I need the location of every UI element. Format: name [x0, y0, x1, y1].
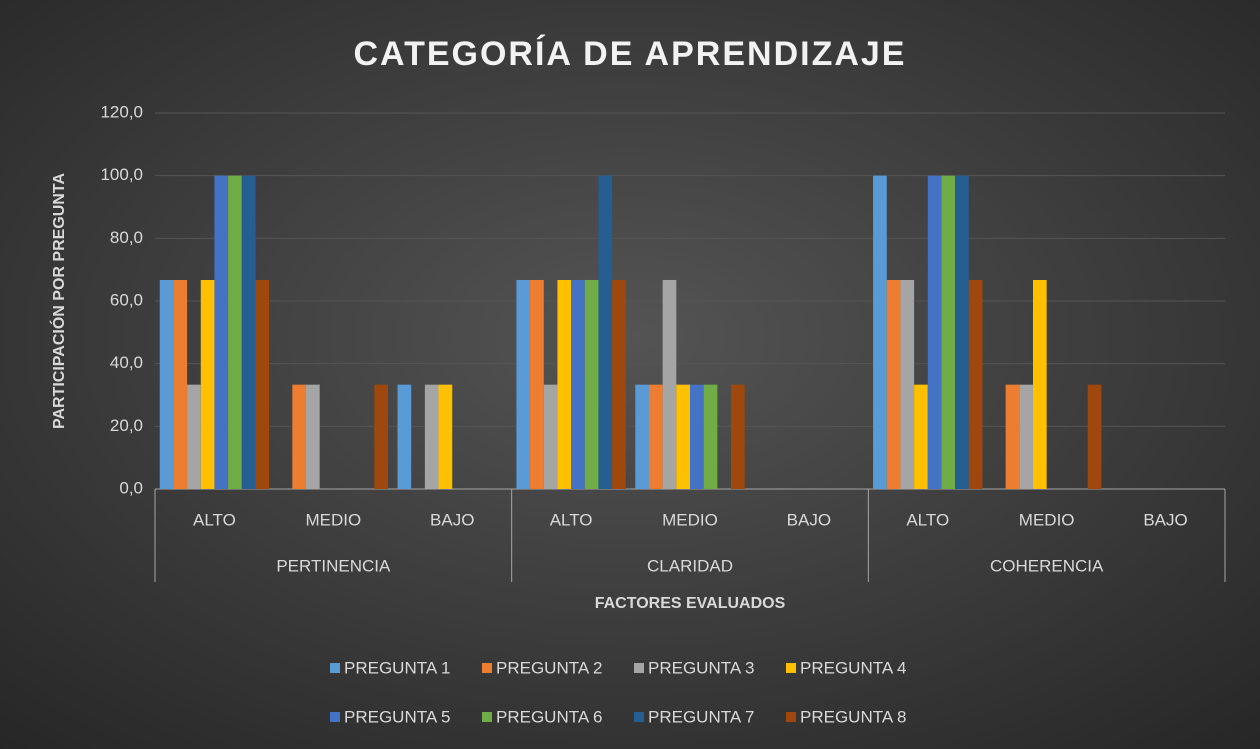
bar [584, 280, 599, 489]
group-label: COHERENCIA [990, 556, 1104, 575]
bar [955, 175, 969, 489]
bar [927, 175, 942, 489]
bar [241, 175, 256, 489]
bar [159, 280, 174, 489]
bar [648, 384, 663, 489]
legend-label: PREGUNTA 3 [648, 658, 754, 677]
bar [1087, 384, 1102, 489]
legend-label: PREGUNTA 2 [496, 658, 602, 677]
bar [516, 280, 531, 489]
bar [543, 384, 558, 489]
legend-swatch [330, 712, 340, 722]
y-axis-title: PARTICIPACIÓN POR PREGUNTA [49, 173, 68, 429]
y-tick-label: 20,0 [110, 416, 143, 435]
legend-label: PREGUNTA 1 [344, 658, 450, 677]
y-tick-label: 60,0 [110, 290, 143, 309]
legend-swatch [634, 663, 644, 673]
bar [612, 280, 626, 489]
bar [1032, 280, 1047, 489]
legend-label: PREGUNTA 7 [648, 707, 754, 726]
bar [690, 384, 704, 489]
x-tick-label: MEDIO [662, 510, 718, 529]
bar [187, 384, 201, 489]
bar [530, 280, 544, 489]
x-tick-label: BAJO [430, 510, 474, 529]
legend-label: PREGUNTA 6 [496, 707, 602, 726]
bar [1019, 384, 1033, 489]
x-axis-title: FACTORES EVALUADOS [595, 595, 786, 612]
bar [1005, 384, 1020, 489]
bar [731, 384, 745, 489]
y-tick-label: 100,0 [100, 165, 143, 184]
x-tick-label: MEDIO [305, 510, 361, 529]
legend-label: PREGUNTA 4 [800, 658, 906, 677]
legend-swatch [482, 712, 492, 722]
legend-swatch [330, 663, 340, 673]
x-tick-label: ALTO [193, 510, 236, 529]
bar [598, 175, 613, 489]
x-tick-label: ALTO [906, 510, 949, 529]
bar [635, 384, 649, 489]
bar [941, 175, 956, 489]
legend-swatch [786, 712, 796, 722]
bar [438, 384, 453, 489]
bar [374, 384, 389, 489]
legend-label: PREGUNTA 5 [344, 707, 450, 726]
y-tick-label: 40,0 [110, 353, 143, 372]
y-tick-label: 80,0 [110, 228, 143, 247]
x-tick-label: ALTO [550, 510, 593, 529]
bar [255, 280, 270, 489]
legend-swatch [786, 663, 796, 673]
bar [214, 175, 229, 489]
bar [900, 280, 915, 489]
legend-swatch [482, 663, 492, 673]
y-tick-label: 0,0 [119, 478, 143, 497]
bar [662, 280, 677, 489]
bar [305, 384, 320, 489]
bar [397, 384, 412, 489]
bar [200, 280, 215, 489]
bar [228, 175, 242, 489]
bar [571, 280, 585, 489]
x-tick-label: MEDIO [1019, 510, 1075, 529]
chart-title: CATEGORÍA DE APRENDIZAJE [353, 35, 906, 73]
bar [173, 280, 188, 489]
x-tick-label: BAJO [1143, 510, 1187, 529]
bar [873, 175, 887, 489]
bar [914, 384, 928, 489]
group-label: CLARIDAD [647, 556, 733, 575]
bar [424, 384, 439, 489]
legend-swatch [634, 712, 644, 722]
group-label: PERTINENCIA [276, 556, 391, 575]
legend-label: PREGUNTA 8 [800, 707, 906, 726]
x-tick-label: BAJO [787, 510, 831, 529]
bar [292, 384, 306, 489]
bar [703, 384, 718, 489]
bar [886, 280, 901, 489]
bar [968, 280, 983, 489]
bar [557, 280, 572, 489]
y-tick-label: 120,0 [100, 102, 143, 121]
bar [676, 384, 690, 489]
